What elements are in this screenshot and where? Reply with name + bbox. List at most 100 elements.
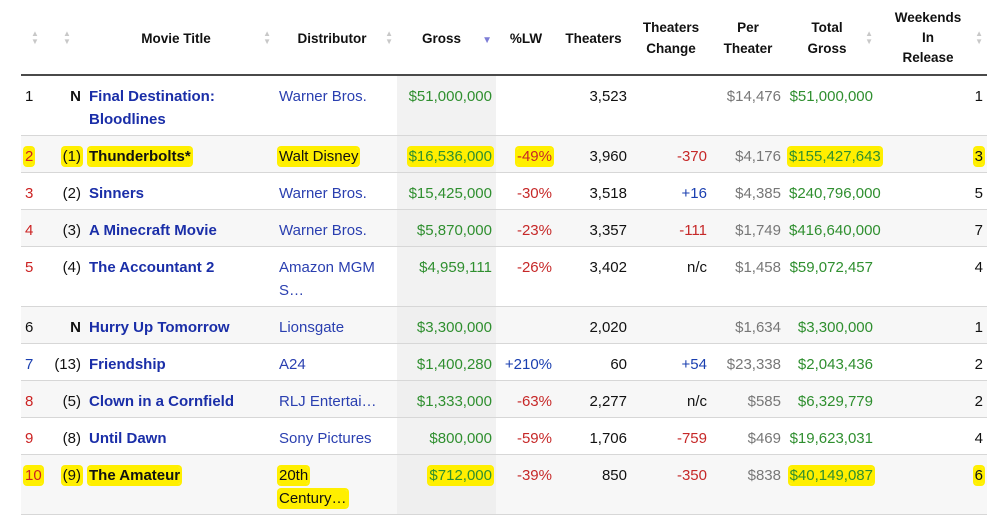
gross-cell: $712,000 <box>397 454 496 515</box>
lw-cell: +210% <box>496 343 556 381</box>
weekends-cell: 5 <box>877 172 987 210</box>
total-gross-header[interactable]: Total Gross ▲ ▼ <box>785 2 877 76</box>
distributor-link[interactable]: Warner Bros. <box>279 185 367 202</box>
theaters-change-header-line1: Theaters <box>642 20 700 35</box>
per-theater-header[interactable]: Per Theater <box>711 2 785 76</box>
lw-cell: -26% <box>496 246 556 307</box>
distributor-link[interactable]: Warner Bros. <box>279 88 367 105</box>
weekends-header-line1: Weekends <box>894 10 962 25</box>
theaters-cell: 1,706 <box>556 417 631 455</box>
gross-cell: $1,333,000 <box>397 380 496 418</box>
lw-cell: -39% <box>496 454 556 515</box>
sort-descending-icon[interactable]: ▼ <box>482 35 492 46</box>
theaters-change-cell: -759 <box>631 417 711 455</box>
movie-title-link[interactable]: A Minecraft Movie <box>89 222 217 239</box>
title-cell: The Amateur <box>85 454 275 515</box>
distributor-link[interactable]: 20th Century… <box>279 467 347 507</box>
lw-cell: -23% <box>496 209 556 247</box>
theaters-cell: 60 <box>556 343 631 381</box>
sort-arrows-icon[interactable]: ▲ ▼ <box>975 29 983 46</box>
sort-arrows-icon[interactable]: ▲ ▼ <box>385 29 393 46</box>
rank-cell: 2 <box>21 135 49 173</box>
theaters-change-header[interactable]: Theaters Change <box>631 2 711 76</box>
per-theater-cell: $23,338 <box>711 343 785 381</box>
distributor-cell: A24 <box>275 343 397 381</box>
lw-cell: -30% <box>496 172 556 210</box>
title-cell: The Accountant 2 <box>85 246 275 307</box>
theaters-header-label: Theaters <box>565 30 622 46</box>
theaters-change-cell: +54 <box>631 343 711 381</box>
sort-arrows-icon[interactable]: ▲ ▼ <box>31 29 39 46</box>
distributor-link[interactable]: Amazon MGM S… <box>279 259 375 299</box>
distributor-link[interactable]: Sony Pictures <box>279 430 372 447</box>
movie-title-link[interactable]: Thunderbolts* <box>89 148 191 165</box>
distributor-cell: 20th Century… <box>275 454 397 515</box>
distributor-cell: Warner Bros. <box>275 75 397 136</box>
last-week-header[interactable]: ▲ ▼ <box>49 2 85 76</box>
last-week-cell: (8) <box>49 417 85 455</box>
table-row: 2 (1) Thunderbolts* Walt Disney $16,536,… <box>21 135 987 173</box>
theaters-cell: 3,518 <box>556 172 631 210</box>
title-header[interactable]: Movie Title ▲ ▼ <box>85 2 275 76</box>
distributor-cell: Walt Disney <box>275 135 397 173</box>
theaters-change-cell: -370 <box>631 135 711 173</box>
distributor-cell: Lionsgate <box>275 306 397 344</box>
total-gross-cell: $240,796,000 <box>785 172 881 210</box>
gross-cell: $15,425,000 <box>397 172 496 210</box>
per-theater-cell: $1,634 <box>711 306 785 344</box>
theaters-cell: 3,960 <box>556 135 631 173</box>
lw-cell <box>496 75 556 136</box>
movie-title-link[interactable]: Until Dawn <box>89 430 167 447</box>
movie-title-link[interactable]: Clown in a Cornfield <box>89 393 234 410</box>
movie-title-link[interactable]: Friendship <box>89 356 166 373</box>
title-cell: Final Destination: Bloodlines <box>85 75 275 136</box>
table-row: 3 (2) Sinners Warner Bros. $15,425,000 -… <box>21 172 987 210</box>
per-theater-cell: $1,458 <box>711 246 785 307</box>
lw-header-label: %LW <box>509 30 543 46</box>
rank-cell: 10 <box>21 454 49 515</box>
per-theater-header-line1: Per <box>737 20 759 35</box>
theaters-cell: 2,277 <box>556 380 631 418</box>
movie-title-link[interactable]: Final Destination: Bloodlines <box>89 88 215 128</box>
distributor-link[interactable]: Lionsgate <box>279 319 345 336</box>
theaters-change-cell: +16 <box>631 172 711 210</box>
weekends-cell: 1 <box>877 306 987 344</box>
distributor-link[interactable]: Warner Bros. <box>279 222 367 239</box>
total-gross-header-line1: Total <box>811 20 843 35</box>
table-row: 8 (5) Clown in a Cornfield RLJ Entertai…… <box>21 380 987 418</box>
movie-title-link[interactable]: The Accountant 2 <box>89 259 215 276</box>
gross-cell: $3,300,000 <box>397 306 496 344</box>
distributor-link[interactable]: Walt Disney <box>279 148 359 165</box>
theaters-cell: 850 <box>556 454 631 515</box>
theaters-header[interactable]: Theaters <box>556 2 631 76</box>
weekends-cell: 1 <box>877 75 987 136</box>
total-gross-cell: $40,149,087 <box>785 454 877 515</box>
movie-title-link[interactable]: Sinners <box>89 185 145 202</box>
weekends-header[interactable]: Weekends In Release ▲ ▼ <box>877 2 987 76</box>
distributor-header[interactable]: Distributor ▲ ▼ <box>275 2 397 76</box>
rank-cell: 7 <box>21 343 49 381</box>
sort-arrows-icon[interactable]: ▲ ▼ <box>263 29 271 46</box>
sort-arrows-icon[interactable]: ▲ ▼ <box>865 29 873 46</box>
movie-title-link[interactable]: The Amateur <box>89 467 181 484</box>
distributor-cell: Amazon MGM S… <box>275 246 397 307</box>
movie-title-link[interactable]: Hurry Up Tomorrow <box>89 319 230 336</box>
table-row: 7 (13) Friendship A24 $1,400,280 +210% 6… <box>21 343 987 381</box>
sort-arrows-icon[interactable]: ▲ ▼ <box>63 29 71 46</box>
table-row: 1 N Final Destination: Bloodlines Warner… <box>21 75 987 136</box>
title-cell: Thunderbolts* <box>85 135 275 173</box>
rank-cell: 9 <box>21 417 49 455</box>
total-gross-cell: $416,640,000 <box>785 209 881 247</box>
weekends-cell: 4 <box>877 417 987 455</box>
last-week-cell: (2) <box>49 172 85 210</box>
distributor-link[interactable]: A24 <box>279 356 306 373</box>
distributor-link[interactable]: RLJ Entertai… <box>279 393 377 410</box>
rank-header[interactable]: ▲ ▼ <box>21 2 49 76</box>
gross-header[interactable]: Gross ▼ <box>397 2 496 76</box>
weekends-header-line2: In <box>922 30 935 45</box>
theaters-change-cell: n/c <box>631 246 711 307</box>
lw-header[interactable]: %LW <box>496 2 556 76</box>
distributor-cell: Sony Pictures <box>275 417 397 455</box>
weekends-header-line3: Release <box>902 50 954 65</box>
title-cell: A Minecraft Movie <box>85 209 275 247</box>
